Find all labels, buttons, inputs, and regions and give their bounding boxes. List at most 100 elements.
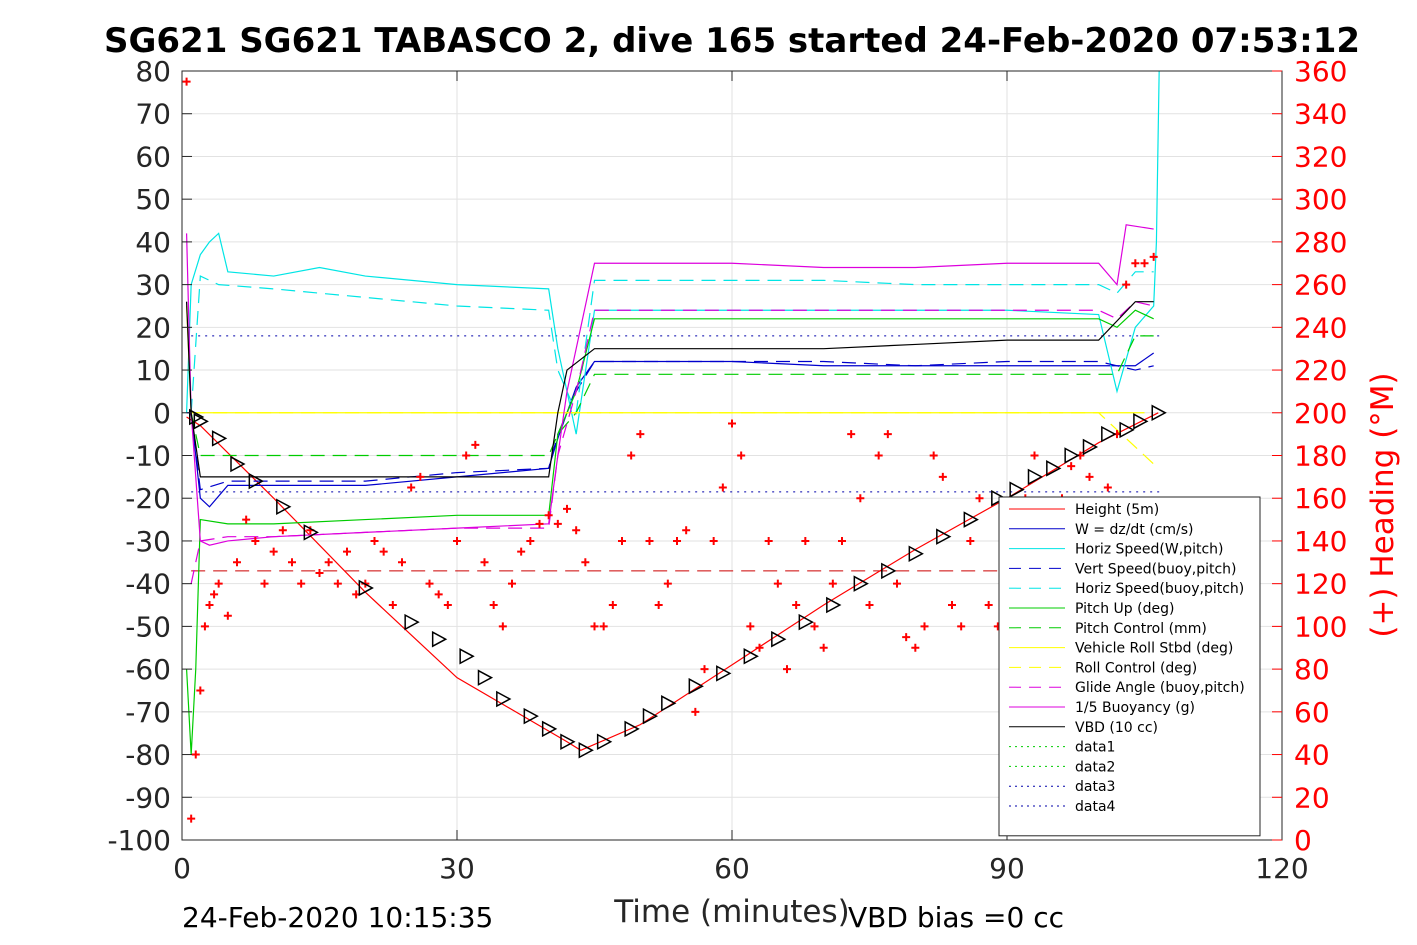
right-y-tick-label: 240	[1294, 311, 1347, 344]
x-tick-label: 120	[1255, 852, 1308, 885]
heading-point	[1149, 252, 1158, 261]
heading-point	[599, 622, 608, 631]
heading-point	[847, 430, 856, 439]
y-tick-label: 20	[135, 311, 171, 344]
depth-marker	[716, 665, 732, 682]
heading-point	[673, 536, 681, 545]
legend-label: Pitch Control (mm)	[1075, 621, 1207, 637]
heading-point	[407, 483, 416, 492]
y-tick-label: -50	[125, 610, 171, 643]
depth-marker	[596, 733, 613, 750]
depth-marker	[404, 613, 420, 631]
heading-point	[544, 511, 553, 520]
heading-point	[343, 547, 351, 556]
right-y-tick-label: 60	[1294, 696, 1330, 729]
depth-marker	[477, 669, 494, 686]
y-tick-label: -10	[125, 440, 171, 473]
heading-point	[1030, 451, 1039, 460]
heading-point	[398, 558, 406, 567]
heading-point	[691, 707, 700, 716]
heading-point	[425, 579, 434, 588]
depth-marker	[211, 430, 228, 447]
heading-point	[718, 483, 727, 492]
heading-point	[223, 611, 232, 620]
heading-point	[526, 536, 535, 545]
x-tick-label: 0	[173, 852, 191, 885]
legend-label: data1	[1075, 740, 1115, 756]
y-tick-label: -100	[107, 824, 171, 857]
depth-marker	[303, 524, 319, 541]
depth-marker	[908, 545, 924, 563]
right-y-tick-label: 0	[1294, 824, 1312, 857]
heading-point	[938, 472, 947, 481]
footer-timestamp: 24-Feb-2020 10:15:35	[182, 901, 493, 934]
heading-point	[856, 494, 865, 503]
heading-point	[737, 451, 746, 460]
heading-point	[315, 568, 324, 577]
depth-marker	[358, 579, 374, 597]
heading-point	[801, 536, 810, 545]
depth-marker	[1082, 438, 1099, 456]
right-y-tick-label: 320	[1294, 140, 1347, 173]
heading-point	[416, 472, 425, 481]
y-tick-label: -80	[125, 739, 171, 772]
heading-point	[728, 419, 736, 428]
heading-point	[324, 558, 333, 567]
heading-point	[489, 601, 498, 610]
heading-point	[480, 558, 489, 567]
y-tick-label: -60	[125, 653, 171, 686]
depth-marker	[248, 472, 264, 490]
heading-point	[966, 536, 975, 545]
legend-label: Height (5m)	[1075, 502, 1159, 518]
heading-point	[269, 547, 278, 556]
heading-point	[709, 536, 718, 545]
heading-point	[984, 601, 993, 610]
heading-point	[581, 558, 590, 567]
right-y-tick-label: 280	[1294, 226, 1347, 259]
right-y-tick-label: 180	[1294, 440, 1347, 473]
heading-point	[535, 519, 544, 528]
heading-point	[242, 515, 251, 524]
heading-point	[627, 451, 636, 460]
depth-marker	[661, 695, 677, 712]
depth-marker	[853, 575, 869, 592]
right-y-tick-label: 220	[1294, 354, 1347, 387]
legend-label: W = dz/dt (cm/s)	[1075, 522, 1194, 538]
depth-marker	[496, 690, 512, 708]
x-axis-label: Time (minutes)	[613, 894, 849, 930]
series-line	[185, 70, 1160, 435]
heading-point	[443, 601, 452, 610]
heading-point	[182, 77, 191, 86]
heading-point	[636, 430, 645, 439]
plot-area: 0 30 60 90 12080706050403020100-10-20-30-40-…	[107, 55, 1347, 885]
heading-point	[810, 622, 819, 631]
depth-marker	[624, 720, 640, 738]
depth-marker	[193, 413, 209, 430]
right-y-tick-label: 340	[1294, 98, 1347, 131]
depth-marker	[798, 613, 814, 631]
heading-point	[764, 536, 773, 545]
depth-marker	[1133, 413, 1149, 430]
x-tick-label: 30	[439, 852, 475, 885]
right-y-tick-label: 120	[1294, 568, 1347, 601]
heading-point	[187, 814, 196, 823]
heading-point	[288, 558, 296, 567]
heading-point	[957, 622, 966, 631]
right-y-tick-label: 100	[1294, 610, 1347, 643]
series-line	[190, 271, 1154, 415]
depth-marker	[881, 562, 897, 580]
series-line	[185, 301, 1154, 478]
heading-point	[590, 622, 599, 631]
heading-point	[700, 665, 709, 674]
heading-point	[388, 601, 397, 610]
depth-marker	[688, 677, 704, 695]
y-tick-label: 10	[135, 354, 171, 387]
chart-title: SG621 SG621 TABASCO 2, dive 165 started …	[104, 21, 1360, 61]
depth-marker	[578, 742, 594, 759]
depth-marker	[459, 648, 475, 665]
legend-label: data4	[1075, 799, 1116, 815]
heading-point	[1140, 259, 1149, 268]
legend-label: Horiz Speed(W,pitch)	[1075, 542, 1223, 558]
heading-point	[783, 665, 791, 674]
heading-point	[920, 622, 929, 631]
